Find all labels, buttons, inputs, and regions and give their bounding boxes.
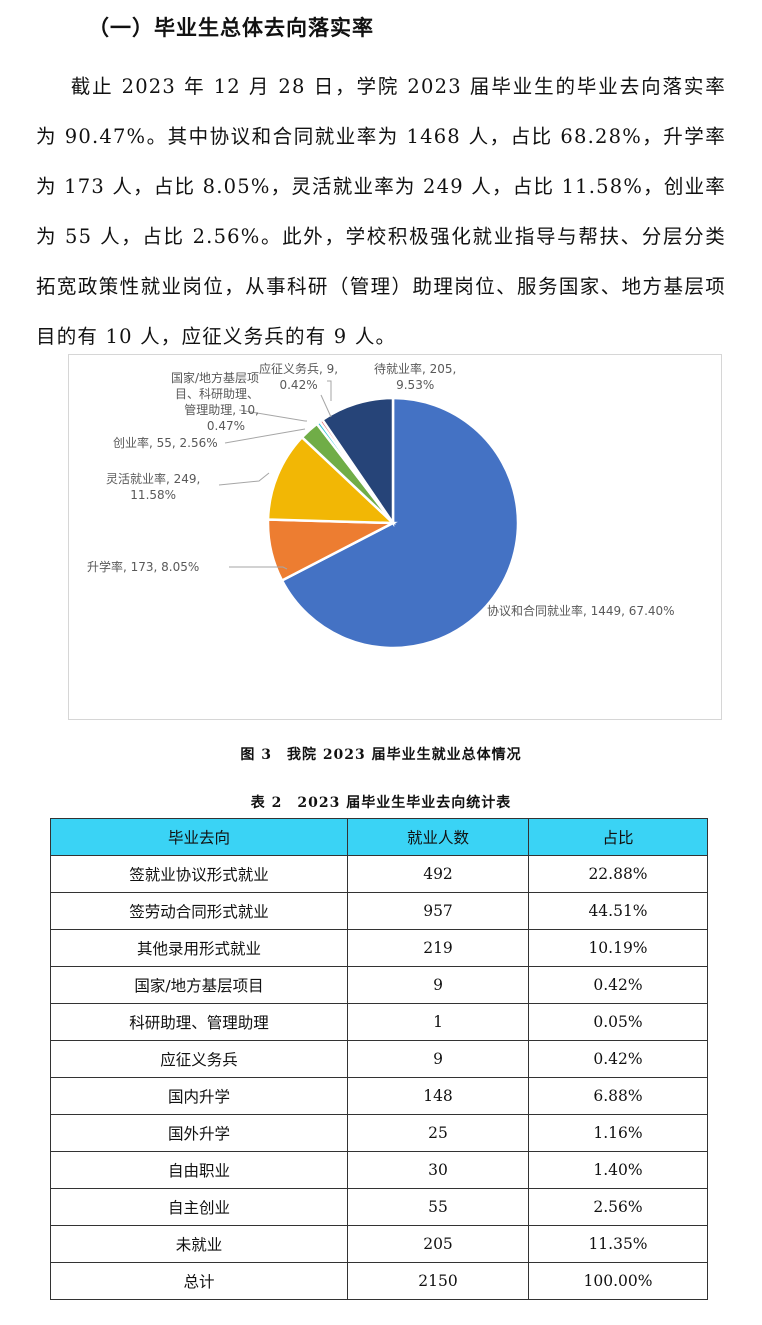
table-row: 应征义务兵 9 0.42% [50,1040,708,1078]
table-row: 科研助理、管理助理 1 0.05% [50,1003,708,1041]
pie-chart-canvas [218,380,520,650]
table-header-row: 毕业去向 就业人数 占比 [50,818,708,856]
cell-ratio: 44.51% [528,892,708,930]
cell-ratio: 1.40% [528,1151,708,1189]
pie-label-startup: 创业率, 55, 2.56% [113,436,218,450]
cell-count: 9 [347,1040,529,1078]
pie-label-flexible: 灵活就业率, 249, 11.58% [106,471,200,503]
cell-count: 25 [347,1114,529,1152]
figure-caption: 图 3 我院 2023 届毕业生就业总体情况 [240,747,522,763]
cell-destination: 国内升学 [50,1077,348,1115]
cell-ratio: 0.42% [528,966,708,1004]
leader-line [224,428,306,444]
cell-destination: 科研助理、管理助理 [50,1003,348,1041]
cell-destination: 自由职业 [50,1151,348,1189]
section-heading: （一）毕业生总体去向落实率 [88,16,374,40]
pie-label-further-study: 升学率, 173, 8.05% [87,560,200,574]
pie-slice [266,435,397,525]
pie-label-unemployed: 待就业率, 205, 9.53% [374,361,456,393]
cell-count: 30 [347,1151,529,1189]
cell-destination: 签就业协议形式就业 [50,855,348,893]
cell-count: 148 [347,1077,529,1115]
cell-ratio: 22.88% [528,855,708,893]
cell-count: 957 [347,892,529,930]
column-header-count: 就业人数 [347,818,529,856]
table-row: 未就业 205 11.35% [50,1225,708,1263]
leader-line [320,394,332,418]
cell-count: 2150 [347,1262,529,1300]
cell-destination: 国外升学 [50,1114,348,1152]
table-row: 签就业协议形式就业 492 22.88% [50,855,708,893]
pie-label-military: 应征义务兵, 9, 0.42% [259,361,338,393]
pie-chart: 协议和合同就业率, 1449, 67.40% 升学率, 173, 8.05% 灵… [68,354,722,720]
cell-count: 205 [347,1225,529,1263]
pie-label-flexible-line2: 11.58% [130,488,177,502]
cell-ratio: 11.35% [528,1225,708,1263]
column-header-destination: 毕业去向 [50,818,348,856]
leader-line [327,380,332,401]
table-row: 国内升学 148 6.88% [50,1077,708,1115]
pie-slice [320,396,395,528]
cell-ratio: 0.42% [528,1040,708,1078]
pie-label-military-line2: 0.42% [279,378,318,392]
cell-count: 1 [347,1003,529,1041]
destination-stats-table: 毕业去向 就业人数 占比 签就业协议形式就业 492 22.88% 签劳动合同形式就… [50,818,708,1300]
table-row: 其他录用形式就业 219 10.19% [50,929,708,967]
cell-count: 9 [347,966,529,1004]
pie-label-grassroots: 国家/地方基层项 目、科研助理、 管理助理, 10, 0.47% [139,370,259,434]
cell-count: 55 [347,1188,529,1226]
pie-slice [280,396,520,650]
cell-destination: 应征义务兵 [50,1040,348,1078]
table-row: 签劳动合同形式就业 957 44.51% [50,892,708,930]
pie-label-contract: 协议和合同就业率, 1449, 67.40% [487,604,675,618]
cell-ratio: 0.05% [528,1003,708,1041]
table-row: 国外升学 25 1.16% [50,1114,708,1152]
cell-ratio: 10.19% [528,929,708,967]
table-caption: 表 2 2023 届毕业生毕业去向统计表 [250,795,512,811]
column-header-ratio: 占比 [528,818,708,856]
cell-destination: 总计 [50,1262,348,1300]
body-paragraph: 截止 2023 年 12 月 28 日，学院 2023 届毕业生的毕业去向落实率… [36,62,726,362]
cell-destination: 签劳动合同形式就业 [50,892,348,930]
cell-count: 219 [347,929,529,967]
cell-destination: 自主创业 [50,1188,348,1226]
pie-label-flexible-line1: 灵活就业率, 249, [106,472,201,486]
cell-ratio: 6.88% [528,1077,708,1115]
pie-label-grassroots-line4: 0.47% [206,419,245,433]
table-row: 自由职业 30 1.40% [50,1151,708,1189]
pie-label-military-line1: 应征义务兵, 9, [259,362,339,376]
leader-line [218,472,270,486]
leader-line [229,566,288,570]
table-total-row: 总计 2150 100.00% [50,1262,708,1300]
pie-label-grassroots-line3: 管理助理, 10, [184,403,259,417]
table-row: 国家/地方基层项目 9 0.42% [50,966,708,1004]
cell-ratio: 1.16% [528,1114,708,1152]
pie-label-unemployed-line1: 待就业率, 205, [374,362,457,376]
pie-label-unemployed-line2: 9.53% [396,378,435,392]
table-row: 自主创业 55 2.56% [50,1188,708,1226]
cell-destination: 未就业 [50,1225,348,1263]
cell-destination: 国家/地方基层项目 [50,966,348,1004]
paragraph-text: 截止 2023 年 12 月 28 日，学院 2023 届毕业生的毕业去向落实率… [36,75,726,348]
leader-line [238,409,307,422]
cell-destination: 其他录用形式就业 [50,929,348,967]
cell-ratio: 100.00% [528,1262,708,1300]
cell-ratio: 2.56% [528,1188,708,1226]
pie-label-grassroots-line1: 国家/地方基层项 [170,371,259,385]
pie-label-grassroots-line2: 目、科研助理、 [174,387,259,401]
cell-count: 492 [347,855,529,893]
